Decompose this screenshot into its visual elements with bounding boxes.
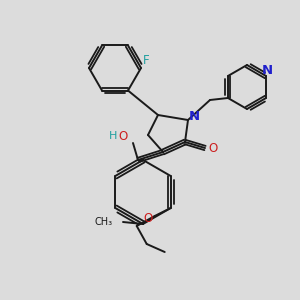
Text: H: H: [109, 131, 117, 141]
Text: O: O: [118, 130, 127, 142]
Text: O: O: [143, 212, 152, 224]
Text: O: O: [208, 142, 217, 155]
Text: F: F: [143, 53, 149, 67]
Text: N: N: [188, 110, 200, 124]
Text: N: N: [262, 64, 273, 77]
Text: CH₃: CH₃: [95, 217, 113, 227]
